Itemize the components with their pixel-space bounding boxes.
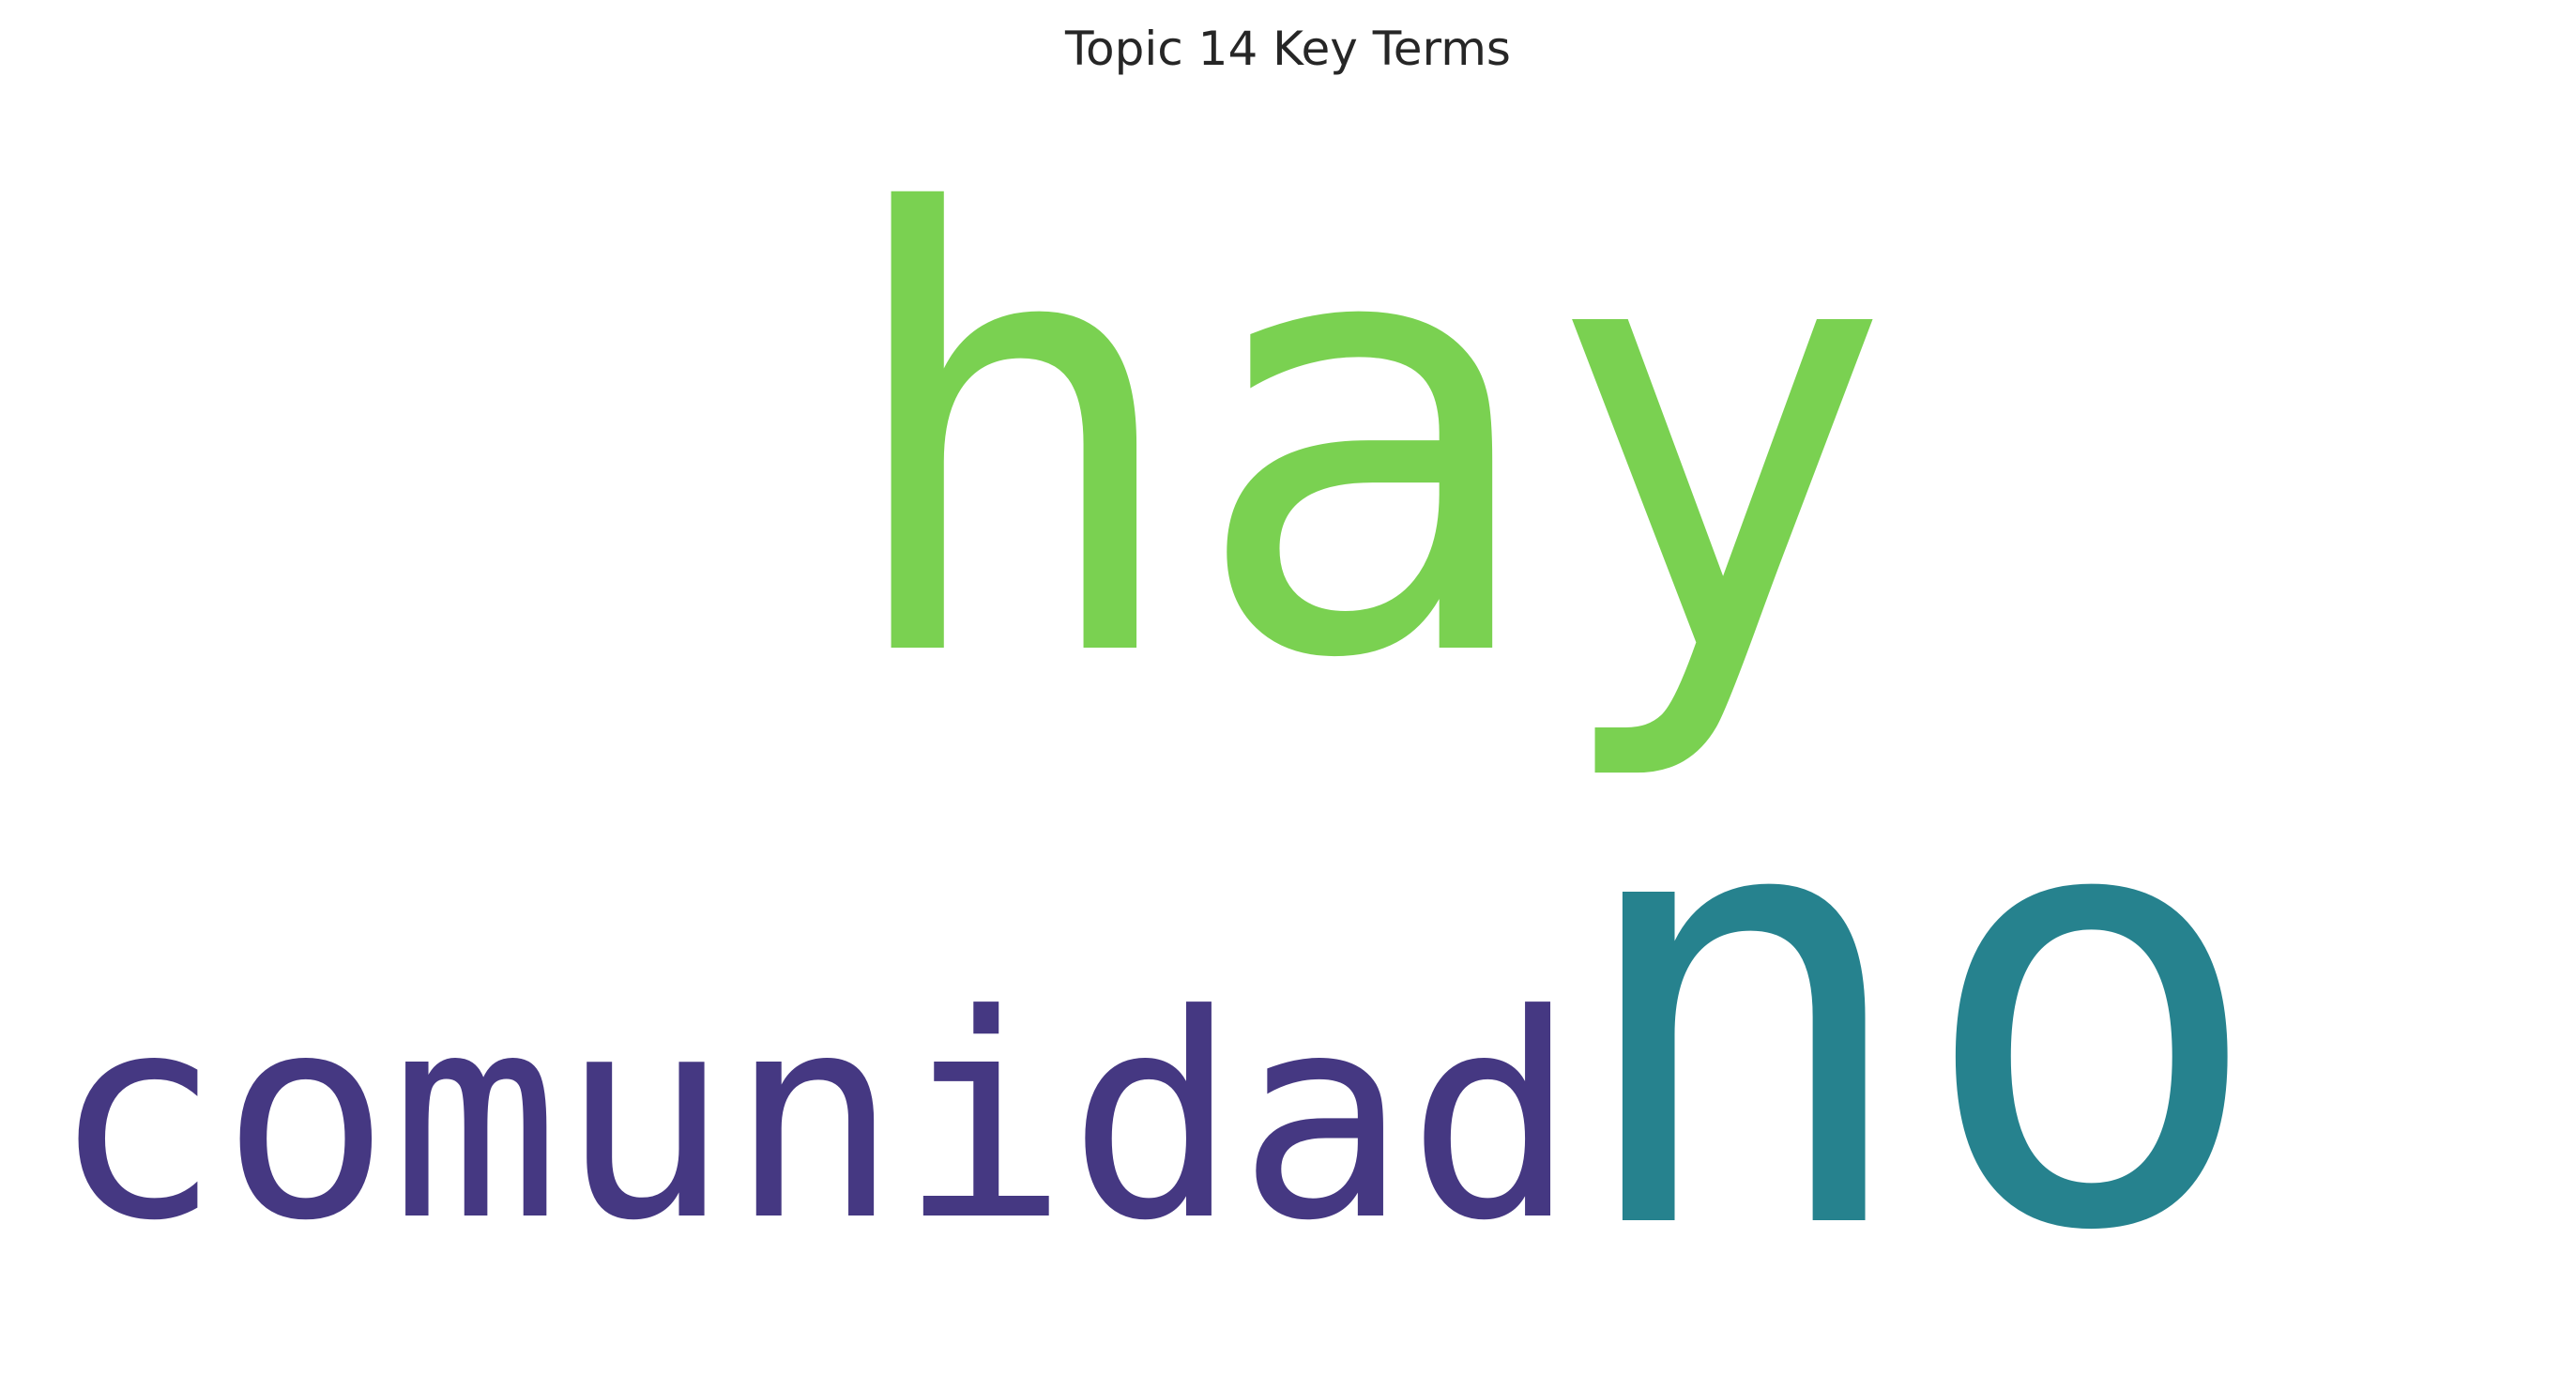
word-no: no (1567, 663, 2266, 1362)
word-hay: hay (835, 90, 1896, 789)
chart-title: Topic 14 Key Terms (1065, 22, 1511, 76)
word-comunidad: comunidad (52, 955, 1577, 1282)
